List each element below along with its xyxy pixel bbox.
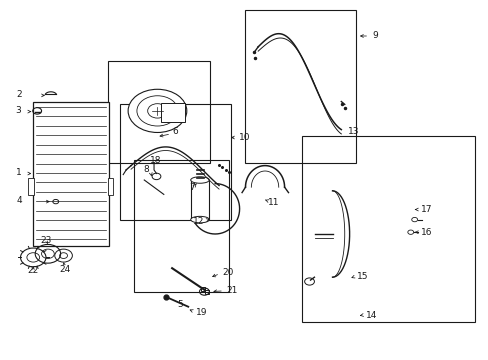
- Bar: [161, 103, 184, 122]
- Text: 3: 3: [16, 106, 21, 115]
- Text: 8: 8: [143, 165, 149, 174]
- Bar: [107, 178, 113, 195]
- Text: 5: 5: [177, 300, 183, 309]
- Bar: [107, 61, 210, 163]
- Text: 12: 12: [193, 217, 204, 226]
- Text: 13: 13: [347, 127, 359, 136]
- Bar: [302, 136, 474, 322]
- Text: 21: 21: [225, 287, 237, 295]
- Text: 14: 14: [365, 310, 376, 320]
- Text: 18: 18: [149, 156, 161, 165]
- Text: 19: 19: [195, 308, 207, 317]
- Ellipse shape: [190, 216, 209, 223]
- Bar: [134, 160, 228, 292]
- Text: 24: 24: [59, 265, 70, 274]
- Ellipse shape: [190, 177, 209, 183]
- Text: 2: 2: [17, 90, 22, 99]
- Text: 22: 22: [27, 266, 39, 275]
- Text: 15: 15: [356, 272, 368, 281]
- Text: 16: 16: [420, 228, 431, 237]
- Text: 9: 9: [372, 31, 378, 40]
- Bar: [190, 180, 209, 220]
- Bar: [120, 104, 230, 220]
- Text: 20: 20: [222, 269, 233, 277]
- Text: 1: 1: [16, 168, 21, 177]
- Bar: [33, 102, 109, 246]
- Text: 4: 4: [17, 196, 22, 205]
- Bar: [245, 10, 355, 163]
- Text: 11: 11: [267, 198, 279, 207]
- Text: 10: 10: [238, 133, 250, 142]
- Text: 23: 23: [41, 236, 52, 245]
- Text: 6: 6: [172, 127, 178, 136]
- Bar: [28, 178, 34, 195]
- Circle shape: [128, 89, 186, 132]
- Text: 17: 17: [420, 205, 431, 214]
- Text: 7: 7: [189, 183, 195, 192]
